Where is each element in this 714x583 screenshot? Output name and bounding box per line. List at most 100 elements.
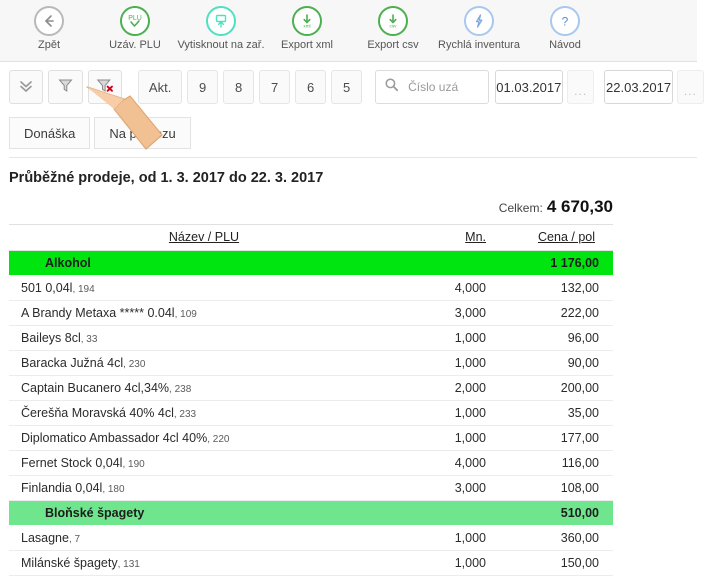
item-quantity: 4,000 [399, 450, 504, 476]
tab-donaska[interactable]: Donáška [9, 117, 91, 149]
lightning-icon [464, 6, 494, 36]
page-button-8[interactable]: 8 [223, 70, 255, 104]
search-field-wrapper[interactable] [375, 70, 489, 104]
item-price: 108,00 [504, 475, 613, 501]
page-button-9[interactable]: 9 [187, 70, 219, 104]
page-button-7[interactable]: 7 [259, 70, 291, 104]
tab-divider [9, 157, 697, 158]
item-price: 222,00 [504, 300, 613, 326]
table-row[interactable]: A Brandy Metaxa ***** 0.04l, 109 3,000 222… [9, 300, 613, 326]
item-plu: , 238 [169, 384, 192, 395]
item-quantity: 3,000 [399, 475, 504, 501]
table-body: Alkohol 1 176,00 501 0,04l, 194 4,000 132,00… [9, 250, 613, 576]
page-button-current[interactable]: Akt. [138, 70, 183, 104]
back-arrow-icon [34, 6, 64, 36]
date-to-picker-button[interactable]: ... [676, 70, 705, 104]
date-from-picker-button[interactable]: ... [567, 70, 595, 104]
table-row[interactable]: Čerešňa Moravská 40% 4cl, 233 1,000 35,00 [9, 400, 613, 426]
toolbar-button-quick-inventory[interactable]: Rychlá inventura [436, 0, 522, 60]
item-name: Baileys 8cl, 33 [9, 325, 399, 351]
item-quantity: 1,000 [399, 525, 504, 551]
column-header-name[interactable]: Název / PLU [9, 226, 399, 251]
toolbar-button-print-to-device[interactable]: Vytisknout na zař. [177, 0, 265, 60]
item-plu: , 190 [122, 459, 145, 470]
apply-filter-button[interactable] [48, 70, 83, 104]
export-csv-icon: csv [378, 6, 408, 36]
page-title: Průběžné prodeje, od 1. 3. 2017 do 22. 3… [9, 170, 324, 186]
header-divider [9, 224, 613, 225]
category-row[interactable]: Bloňské špagety 510,00 [9, 500, 613, 526]
column-header-quantity[interactable]: Mn. [399, 226, 504, 251]
svg-text:PLU: PLU [128, 15, 142, 22]
tab-bar: Donáška Na provozu [9, 117, 195, 149]
date-from-input[interactable] [495, 78, 563, 96]
item-name: Captain Bucanero 4cl,34%, 238 [9, 375, 399, 401]
category-name: Alkohol [9, 250, 399, 276]
svg-text:csv: csv [390, 24, 398, 29]
date-from-wrapper[interactable] [494, 70, 564, 104]
search-input[interactable] [406, 79, 487, 95]
item-quantity: 1,000 [399, 425, 504, 451]
item-price: 177,00 [504, 425, 613, 451]
item-plu: , 7 [68, 534, 81, 545]
category-total: 510,00 [504, 500, 613, 526]
item-plu: , 33 [80, 334, 98, 345]
table-row[interactable]: Baracka Južná 4cl, 230 1,000 90,00 [9, 350, 613, 376]
toolbar-label-plu-closing: Uzáv. PLU [109, 39, 161, 51]
item-name: Baracka Južná 4cl, 230 [9, 350, 399, 376]
table-row[interactable]: Milánské špagety, 131 1,000 150,00 [9, 550, 613, 576]
search-icon [384, 77, 399, 97]
toolbar-label-back: Zpět [37, 39, 60, 51]
item-price: 116,00 [504, 450, 613, 476]
item-price: 360,00 [504, 525, 613, 551]
item-quantity: 1,000 [399, 550, 504, 576]
grand-total-value: 4 670,30 [546, 197, 613, 216]
item-quantity [399, 250, 504, 276]
item-price: 150,00 [504, 550, 613, 576]
item-plu: , 194 [72, 284, 95, 295]
item-quantity: 4,000 [399, 275, 504, 301]
date-to-wrapper[interactable] [604, 70, 673, 104]
toolbar-button-back[interactable]: Zpět [6, 0, 92, 60]
page-button-5[interactable]: 5 [331, 70, 363, 104]
item-price: 200,00 [504, 375, 613, 401]
funnel-filter-clear-icon [96, 77, 114, 97]
table-row[interactable]: Baileys 8cl, 33 1,000 96,00 [9, 325, 613, 351]
toolbar-button-export-xml[interactable]: xml Export xml [264, 0, 350, 60]
filter-toolbar: Akt. 9 8 7 6 5 ... ... [0, 63, 714, 111]
funnel-filter-icon [57, 77, 74, 97]
item-plu: , 220 [207, 434, 230, 445]
toolbar-button-plu-closing[interactable]: PLU Uzáv. PLU [92, 0, 178, 60]
table-row[interactable]: 501 0,04l, 194 4,000 132,00 [9, 275, 613, 301]
table-row[interactable]: Lasagne, 7 1,000 360,00 [9, 525, 613, 551]
grand-total-label: Celkem: [498, 201, 543, 215]
column-header-price[interactable]: Cena / pol [504, 226, 613, 251]
tab-na-provozu[interactable]: Na provozu [94, 117, 191, 149]
item-plu: , 131 [117, 559, 140, 570]
item-name: A Brandy Metaxa ***** 0.04l, 109 [9, 300, 399, 326]
page-button-6[interactable]: 6 [295, 70, 327, 104]
toolbar-button-export-csv[interactable]: csv Export csv [350, 0, 436, 60]
item-name: 501 0,04l, 194 [9, 275, 399, 301]
table-row[interactable]: Fernet Stock 0,04l, 190 4,000 116,00 [9, 450, 613, 476]
item-quantity: 3,000 [399, 300, 504, 326]
table-row[interactable]: Diplomatico Ambassador 4cl 40%, 220 1,000… [9, 425, 613, 451]
item-name: Milánské špagety, 131 [9, 550, 399, 576]
toolbar-label-print-to-device: Vytisknout na zař. [177, 39, 265, 51]
item-name: Fernet Stock 0,04l, 190 [9, 450, 399, 476]
toolbar-label-quick-inventory: Rychlá inventura [438, 39, 520, 51]
svg-text:xml: xml [303, 24, 310, 29]
item-plu: , 180 [102, 484, 125, 495]
table-row[interactable]: Finlandia 0,04l, 180 3,000 108,00 [9, 475, 613, 501]
sales-table: Název / PLU Mn. Cena / pol Alkohol 1 176,… [9, 226, 613, 576]
table-row[interactable]: Captain Bucanero 4cl,34%, 238 2,000 200,00 [9, 375, 613, 401]
item-quantity: 1,000 [399, 400, 504, 426]
grand-total: Celkem: 4 670,30 [499, 197, 613, 217]
toolbar-button-manual[interactable]: ? Návod [522, 0, 608, 60]
collapse-button[interactable] [9, 70, 44, 104]
toolbar-label-manual: Návod [549, 39, 581, 51]
date-to-input[interactable] [605, 78, 672, 96]
category-row[interactable]: Alkohol 1 176,00 [9, 250, 613, 276]
clear-filter-button[interactable] [87, 70, 123, 104]
